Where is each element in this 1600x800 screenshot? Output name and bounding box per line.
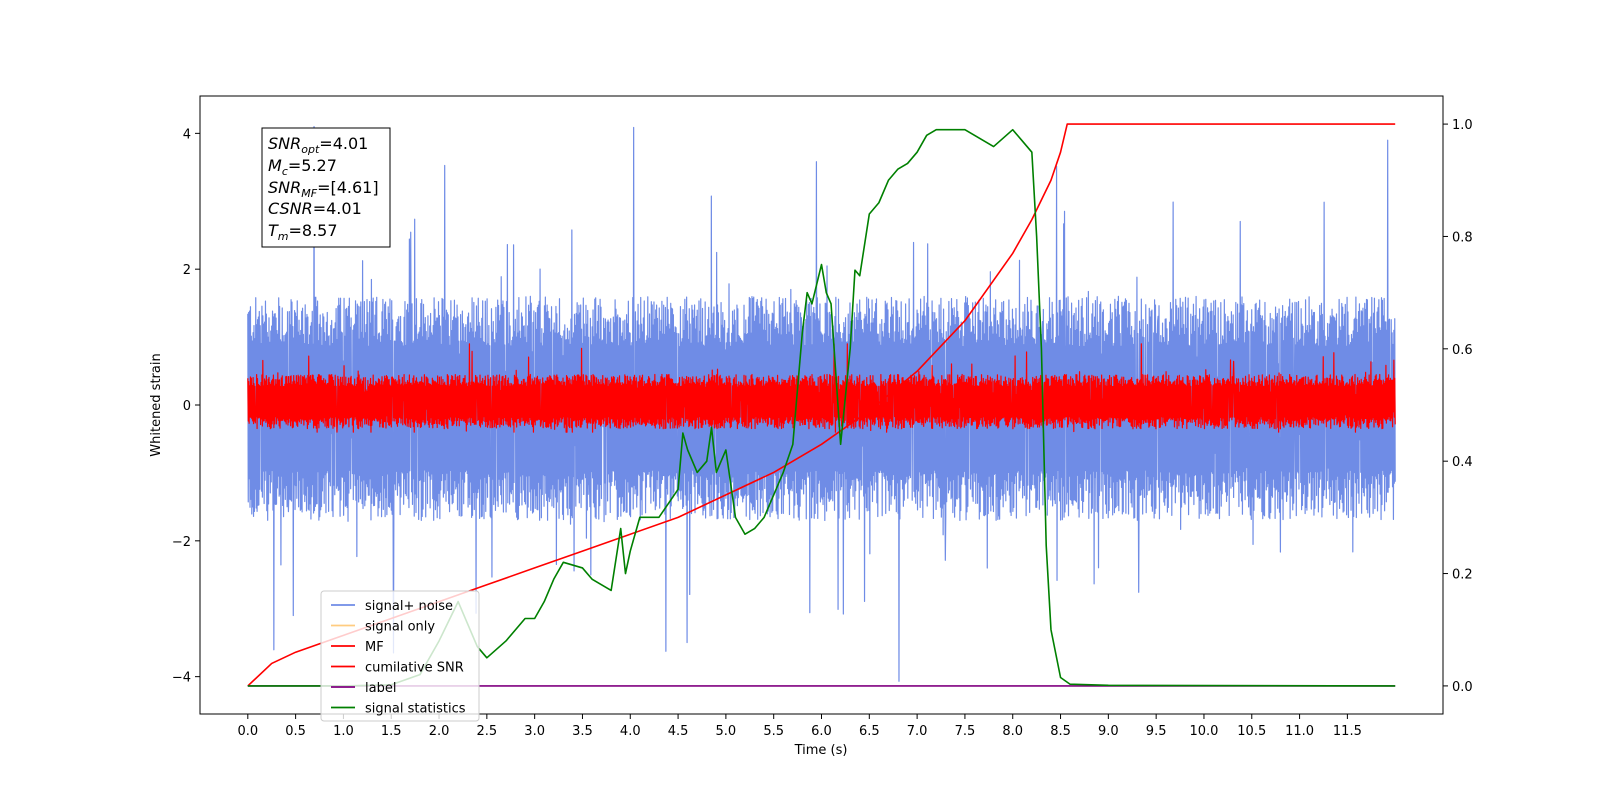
- x-tick-label: 11.5: [1333, 724, 1362, 739]
- series-line-signal-statistics: [247, 128, 1396, 687]
- info-box: SNRopt=4.01 Mc=5.27 SNRMF=[4.61] CSNR=4.…: [261, 127, 391, 248]
- x-tick-label: 2.5: [477, 724, 498, 739]
- x-axis: 0.0 0.5 1.0 1.5 2.0 2.5 3.0 3.5 4.0 4.5 5.0 5.5 6.0 6…: [237, 714, 1362, 739]
- legend-label: signal only: [365, 620, 435, 635]
- x-tick-label: 6.5: [859, 724, 880, 739]
- info-csnr: CSNR=4.01: [268, 199, 362, 218]
- x-tick-label: 7.0: [907, 724, 928, 739]
- x-tick-label: 2.0: [429, 724, 450, 739]
- series-line-mf: [247, 343, 1396, 433]
- y2-tick-label: 0.0: [1452, 680, 1473, 695]
- x-tick-label: 4.5: [668, 724, 689, 739]
- y-tick-label: 2: [183, 263, 191, 278]
- y-tick-label: 4: [183, 127, 191, 142]
- x-tick-label: 0.0: [237, 724, 258, 739]
- legend-label: signal+ noise: [365, 599, 453, 614]
- x-tick-label: 11.0: [1285, 724, 1314, 739]
- x-tick-label: 9.0: [1098, 724, 1119, 739]
- y-tick-label: −4: [172, 671, 191, 686]
- legend-label: cumilative SNR: [365, 661, 464, 676]
- x-tick-label: 8.0: [1002, 724, 1023, 739]
- x-tick-label: 4.0: [620, 724, 641, 739]
- y2-tick-label: 0.6: [1452, 343, 1473, 358]
- info-snr-mf: SNRMF=[4.61]: [268, 178, 379, 200]
- x-tick-label: 8.5: [1050, 724, 1071, 739]
- x-tick-label: 3.5: [572, 724, 593, 739]
- x-tick-label: 1.0: [333, 724, 354, 739]
- x-tick-label: 10.0: [1189, 724, 1218, 739]
- x-tick-label: 7.5: [955, 724, 976, 739]
- x-tick-label: 6.0: [811, 724, 832, 739]
- y-tick-label: −2: [172, 535, 191, 550]
- y-axis-label: Whitened strain: [149, 353, 164, 456]
- info-snr-opt: SNRopt=4.01: [268, 134, 368, 156]
- y-tick-label: 0: [183, 399, 191, 414]
- legend-frame: [320, 590, 480, 722]
- x-tick-label: 0.5: [285, 724, 306, 739]
- y2-tick-label: 0.2: [1452, 568, 1473, 583]
- x-tick-label: 10.5: [1237, 724, 1266, 739]
- legend-label: MF: [365, 640, 384, 655]
- x-tick-label: 3.0: [524, 724, 545, 739]
- info-box-frame: [261, 127, 391, 248]
- x-tick-label: 5.5: [763, 724, 784, 739]
- info-tm: Tm=8.57: [268, 221, 338, 243]
- x-tick-label: 9.5: [1146, 724, 1167, 739]
- y-axis-right: 0.0 0.2 0.4 0.6 0.8 1.0: [1443, 118, 1473, 695]
- legend-label: signal statistics: [365, 702, 466, 717]
- y-axis-left: −4 −2 0 2 4: [172, 127, 200, 686]
- y2-tick-label: 1.0: [1452, 118, 1473, 133]
- y2-tick-label: 0.8: [1452, 230, 1473, 245]
- info-mc: Mc=5.27: [268, 156, 337, 178]
- y2-tick-label: 0.4: [1452, 455, 1473, 470]
- x-tick-label: 5.0: [716, 724, 737, 739]
- legend-label: label: [365, 681, 396, 696]
- legend: signal+ noise signal only MF cumilative SNR…: [320, 590, 480, 722]
- x-tick-label: 1.5: [381, 724, 402, 739]
- x-axis-label: Time (s): [794, 743, 848, 758]
